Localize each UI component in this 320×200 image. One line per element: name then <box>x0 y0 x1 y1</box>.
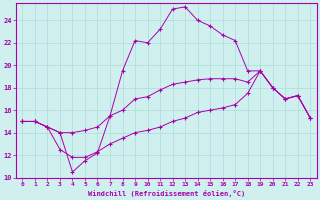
X-axis label: Windchill (Refroidissement éolien,°C): Windchill (Refroidissement éolien,°C) <box>88 190 245 197</box>
